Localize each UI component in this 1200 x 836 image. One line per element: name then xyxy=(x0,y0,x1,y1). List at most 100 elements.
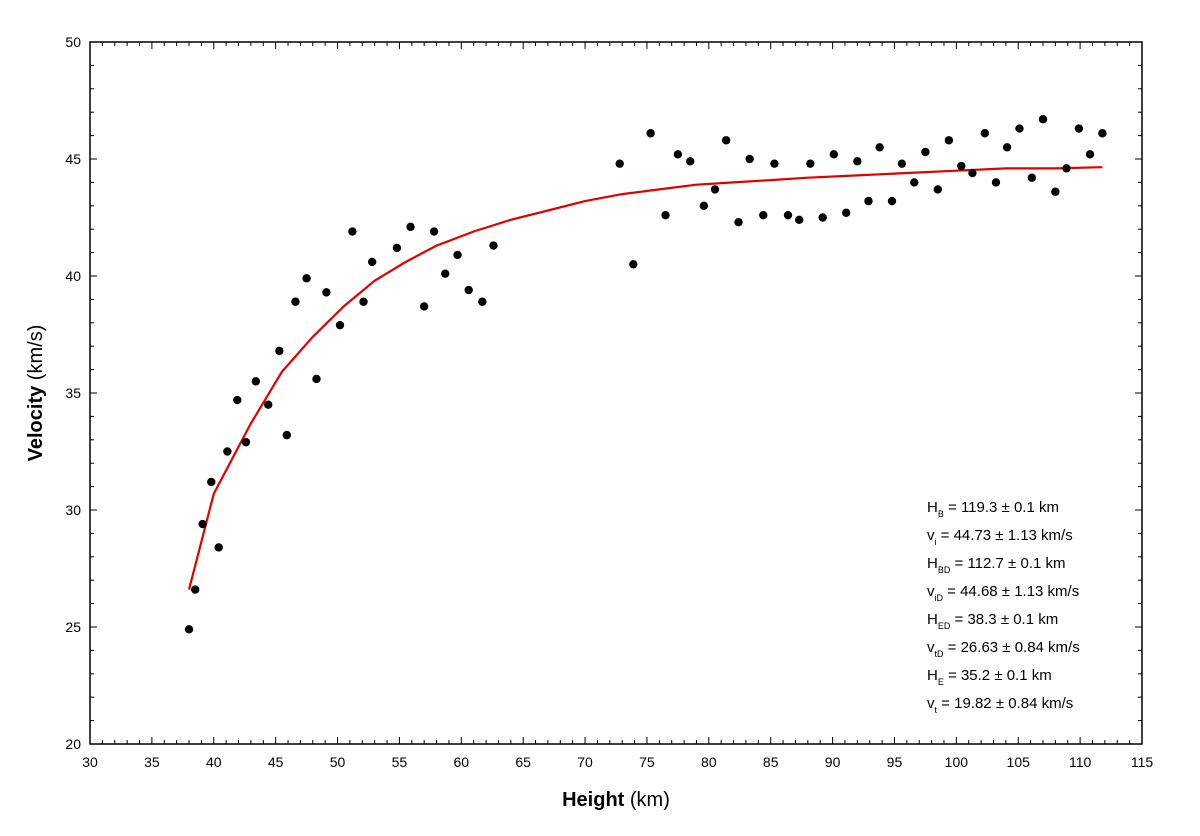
data-point xyxy=(661,210,670,220)
data-point xyxy=(291,297,300,306)
data-point xyxy=(759,210,768,220)
data-point xyxy=(794,215,804,225)
x-tick-label: 85 xyxy=(763,754,779,770)
data-point xyxy=(419,302,429,311)
data-point xyxy=(1085,150,1095,159)
y-axis-title-main: Velocity xyxy=(25,385,47,461)
data-point xyxy=(734,217,743,227)
data-point xyxy=(1002,143,1012,152)
y-tick-label: 50 xyxy=(65,34,81,50)
x-tick-label: 50 xyxy=(330,754,346,770)
fit-parameters-box: HB = 119.3 ± 0.1 km vi = 44.73 ± 1.13 km/… xyxy=(927,499,1080,715)
data-point xyxy=(1062,164,1071,173)
data-point xyxy=(322,288,331,297)
y-tick-label: 45 xyxy=(65,151,81,167)
x-tick-label: 100 xyxy=(945,754,969,770)
data-point xyxy=(359,297,368,306)
data-point xyxy=(991,178,1001,187)
x-tick-label: 45 xyxy=(268,754,284,770)
fit-parameter-line: vt = 19.82 ± 0.84 km/s xyxy=(927,695,1073,715)
x-tick-label: 105 xyxy=(1007,754,1031,770)
data-point xyxy=(1051,187,1060,196)
x-tick-label: 110 xyxy=(1069,754,1092,770)
x-tick-label: 35 xyxy=(144,754,160,770)
data-point xyxy=(282,430,291,440)
data-point xyxy=(191,585,200,594)
y-axis-title-unit: (km/s) xyxy=(25,325,47,381)
axis-ticks xyxy=(89,41,1143,745)
data-point xyxy=(392,243,402,253)
y-tick-label: 25 xyxy=(65,619,81,635)
data-point xyxy=(745,154,754,164)
x-tick-label: 80 xyxy=(701,754,717,770)
fit-parameter-line: vi = 44.73 ± 1.13 km/s xyxy=(927,527,1073,547)
fit-line xyxy=(187,166,1103,590)
data-point xyxy=(453,250,462,260)
data-point xyxy=(853,157,862,166)
data-point xyxy=(478,297,487,306)
data-point xyxy=(875,143,884,152)
data-point xyxy=(829,150,839,159)
data-point xyxy=(842,208,851,218)
fit-parameter-line: viD = 44.68 ± 1.13 km/s xyxy=(927,583,1079,603)
y-tick-label: 30 xyxy=(65,502,81,518)
x-tick-label: 95 xyxy=(887,754,903,770)
data-point xyxy=(864,196,873,206)
data-point xyxy=(770,159,779,168)
x-tick-label: 75 xyxy=(639,754,655,770)
x-axis-title: Height (km) xyxy=(562,789,670,811)
fit-parameter-line: HED = 38.3 ± 0.1 km xyxy=(927,611,1058,631)
data-point xyxy=(686,157,695,166)
x-tick-label: 115 xyxy=(1131,754,1154,770)
x-axis-title-main: Height xyxy=(562,789,625,811)
data-point xyxy=(441,269,450,278)
y-tick-label: 20 xyxy=(65,736,81,752)
data-point xyxy=(1038,115,1048,124)
data-point xyxy=(241,437,251,447)
x-tick-label: 65 xyxy=(515,754,531,770)
x-tick-label: 90 xyxy=(825,754,841,770)
data-point xyxy=(184,625,194,634)
data-point xyxy=(223,447,232,456)
y-tick-label: 35 xyxy=(65,385,81,401)
data-point xyxy=(910,178,919,187)
data-point xyxy=(957,161,966,171)
data-point xyxy=(887,196,897,206)
x-tick-label: 30 xyxy=(82,754,98,770)
data-point xyxy=(673,150,683,159)
data-point xyxy=(233,395,242,405)
data-point xyxy=(335,320,345,330)
fit-parameter-line: HE = 35.2 ± 0.1 km xyxy=(927,667,1052,687)
y-tick-label: 40 xyxy=(65,268,81,284)
data-point xyxy=(897,159,907,168)
data-point xyxy=(646,129,655,138)
data-point xyxy=(783,210,793,220)
data-point xyxy=(921,147,930,157)
data-point xyxy=(489,241,498,250)
y-axis-title: Velocity (km/s) xyxy=(25,325,47,462)
data-point xyxy=(406,222,415,232)
x-tick-label: 40 xyxy=(206,754,222,770)
data-point xyxy=(302,274,311,283)
data-point xyxy=(429,227,439,236)
data-point xyxy=(806,159,815,168)
data-point xyxy=(615,159,624,168)
fit-curve xyxy=(187,166,1103,590)
data-point xyxy=(1098,129,1107,138)
data-point xyxy=(629,260,638,269)
data-point xyxy=(312,374,321,384)
tick-labels: 30 35 40 45 50 55 60 65 70 75 80 85 90 95 100 105 110 115… xyxy=(65,34,1153,770)
data-point xyxy=(264,400,273,409)
fit-parameter-line: vtD = 26.63 ± 0.84 km/s xyxy=(927,639,1080,659)
data-point xyxy=(214,543,223,552)
data-point xyxy=(933,185,942,194)
x-axis-title-unit: (km) xyxy=(630,789,670,811)
data-point xyxy=(207,477,216,487)
fit-parameter-line: HBD = 112.7 ± 0.1 km xyxy=(927,555,1065,575)
data-point xyxy=(1027,173,1037,182)
data-point xyxy=(699,201,709,210)
fit-parameter-line: HB = 119.3 ± 0.1 km xyxy=(927,499,1059,519)
data-point xyxy=(1074,124,1084,133)
x-tick-label: 60 xyxy=(454,754,470,770)
